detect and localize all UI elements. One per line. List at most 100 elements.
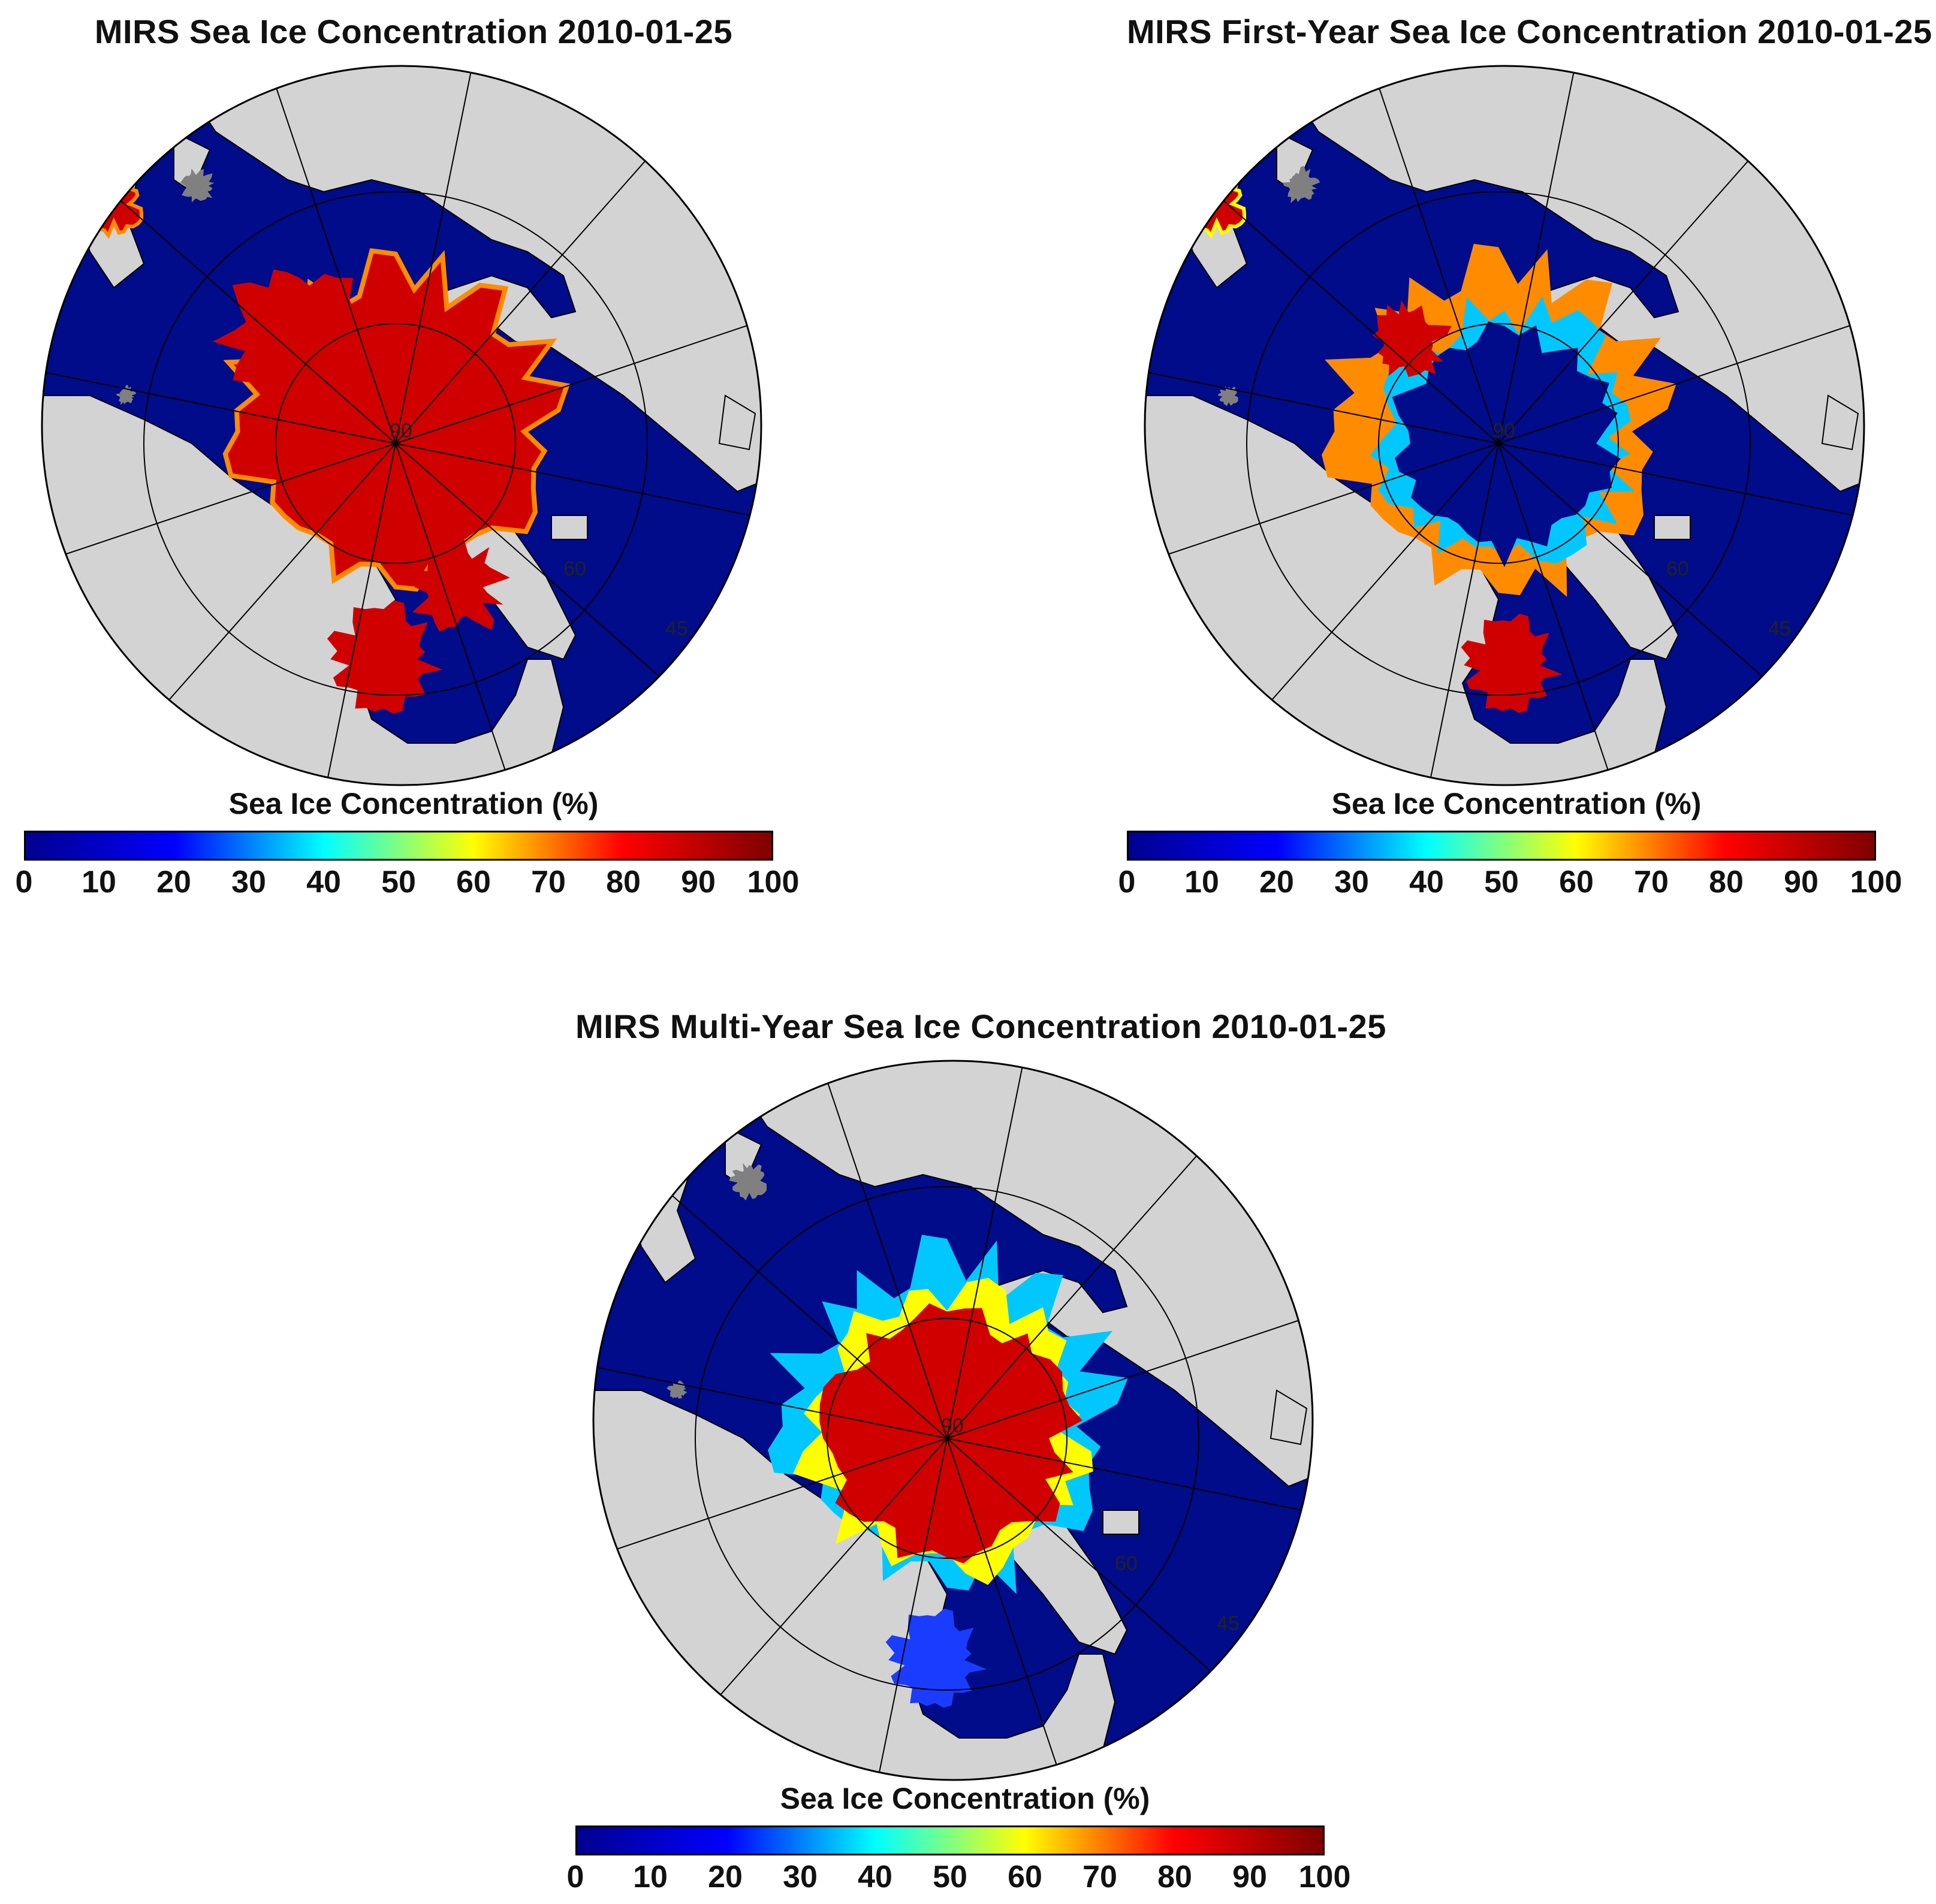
latitude-circle xyxy=(275,323,516,564)
colorbar-tick-100: 100 xyxy=(1298,1860,1351,1894)
panel-multi-year-ice: MIRS Multi-Year Sea Ice Concentration 20… xyxy=(567,1007,1386,1894)
colorbar-tick-90: 90 xyxy=(1232,1860,1267,1894)
colorbar-label: Sea Ice Concentration (%) xyxy=(228,787,599,820)
meridian xyxy=(1498,66,1606,444)
meridian xyxy=(288,443,396,785)
polar-map-total: 90 60 45 xyxy=(41,65,762,786)
map-body: 90 60 45 xyxy=(42,66,761,785)
map-border xyxy=(592,1060,1314,1781)
land-eurasia xyxy=(191,66,761,493)
colorbar-ticks: 0 10 20 30 40 50 60 70 80 90 100 xyxy=(16,864,800,900)
latitude-circle xyxy=(827,1318,1067,1559)
label-lat-45: 45 xyxy=(1217,1612,1240,1635)
latitude-circle xyxy=(1246,191,1751,696)
land-eurasia xyxy=(742,1061,1313,1487)
colorbar-tick-20: 20 xyxy=(156,865,191,900)
colorbar-tick-40: 40 xyxy=(1409,865,1444,900)
land-northamerica xyxy=(42,395,577,785)
panel-title: MIRS Multi-Year Sea Ice Concentration 20… xyxy=(575,1007,1386,1045)
colorbar-tick-60: 60 xyxy=(456,865,491,900)
colorbar-tick-100: 100 xyxy=(1850,865,1902,900)
meridian xyxy=(1391,443,1499,785)
colorbar-tick-0: 0 xyxy=(566,1860,584,1894)
meridian xyxy=(946,1438,1313,1546)
colorbar-tick-90: 90 xyxy=(1784,865,1819,900)
meridian xyxy=(395,271,761,444)
ice-hudson-bay xyxy=(1461,614,1563,713)
colorbar-tick-80: 80 xyxy=(1709,865,1744,900)
latitude-circle xyxy=(1378,323,1619,564)
label-lat-60: 60 xyxy=(1115,1552,1138,1575)
label-pole: 90 xyxy=(941,1414,964,1437)
map-body: 90 60 45 xyxy=(593,1061,1313,1780)
colorbar-tick-40: 40 xyxy=(858,1860,892,1894)
colorbar-tick-60: 60 xyxy=(1008,1860,1042,1894)
ice-hudson-bay xyxy=(885,1609,987,1708)
land-northamerica xyxy=(593,1390,1128,1780)
land-northamerica xyxy=(1145,395,1679,785)
meridian xyxy=(395,443,761,551)
label-lat-45: 45 xyxy=(1768,617,1791,640)
colorbar-tick-20: 20 xyxy=(1259,865,1294,900)
missing-data xyxy=(180,168,215,203)
label-lat-60: 60 xyxy=(563,557,586,580)
land-iceland xyxy=(551,515,588,540)
colorbar-tick-0: 0 xyxy=(15,865,33,900)
meridian xyxy=(1145,336,1499,444)
polar-map-multi-year: 90 60 45 xyxy=(592,1060,1314,1781)
meridian xyxy=(395,443,568,785)
ice-arctic xyxy=(213,269,377,427)
meridian xyxy=(946,1438,1120,1780)
colorbar-tick-60: 60 xyxy=(1559,865,1594,900)
colorbar-tick-70: 70 xyxy=(531,865,566,900)
colorbar xyxy=(1127,831,1876,861)
colorbar-tick-20: 20 xyxy=(708,1860,743,1894)
panel-title: MIRS Sea Ice Concentration 2010-01-25 xyxy=(94,13,733,50)
panel-total-ice: MIRS Sea Ice Concentration 2010-01-25 90… xyxy=(16,12,803,900)
panel-first-year-ice: MIRS First-Year Sea Ice Concentration 20… xyxy=(1118,12,1932,900)
meridian xyxy=(774,1061,948,1439)
colorbar-tick-100: 100 xyxy=(747,865,800,900)
meridian xyxy=(42,443,396,616)
colorbar-tick-10: 10 xyxy=(82,865,116,900)
colorbar-tick-50: 50 xyxy=(381,865,416,900)
ice-bering xyxy=(79,174,144,239)
colorbar-tick-70: 70 xyxy=(1634,865,1669,900)
colorbar-tick-0: 0 xyxy=(1118,865,1136,900)
meridian xyxy=(223,66,396,444)
missing-data xyxy=(1282,165,1320,203)
meridian xyxy=(42,336,396,444)
missing-data xyxy=(729,1163,767,1201)
colorbar-tick-10: 10 xyxy=(1184,865,1219,900)
meridian xyxy=(946,1061,1055,1439)
land-iceland xyxy=(1102,1510,1139,1535)
label-pole: 90 xyxy=(1492,420,1515,442)
colorbar-tick-30: 30 xyxy=(783,1860,818,1894)
colorbar-ticks: 0 10 20 30 40 50 60 70 80 90 100 xyxy=(1118,864,1902,900)
colorbar-tick-90: 90 xyxy=(681,865,716,900)
ice-low-core xyxy=(1392,321,1621,568)
land-uk xyxy=(1269,1389,1308,1446)
meridian xyxy=(593,1330,948,1439)
land-iceland xyxy=(1654,515,1691,540)
meridian xyxy=(593,1438,948,1611)
label-pole: 90 xyxy=(390,420,412,442)
colorbar-label: Sea Ice Concentration (%) xyxy=(780,1782,1150,1815)
map-border xyxy=(1144,65,1865,786)
colorbar-tick-80: 80 xyxy=(1157,1860,1192,1894)
land-uk xyxy=(718,394,756,451)
meridian xyxy=(839,1438,948,1780)
missing-data xyxy=(1217,386,1238,406)
colorbar-tick-10: 10 xyxy=(633,1860,668,1894)
colorbar-tick-50: 50 xyxy=(1484,865,1519,900)
colorbar-label: Sea Ice Concentration (%) xyxy=(1331,787,1702,820)
latitude-circle xyxy=(695,1186,1199,1691)
meridian xyxy=(1498,443,1671,785)
colorbar-tick-30: 30 xyxy=(1334,865,1369,900)
label-lat-60: 60 xyxy=(1666,557,1689,580)
ice-bering xyxy=(1182,174,1247,239)
meridian xyxy=(1498,443,1864,551)
colorbar-tick-40: 40 xyxy=(306,865,341,900)
colorbar xyxy=(24,831,773,861)
colorbar xyxy=(575,1825,1325,1855)
